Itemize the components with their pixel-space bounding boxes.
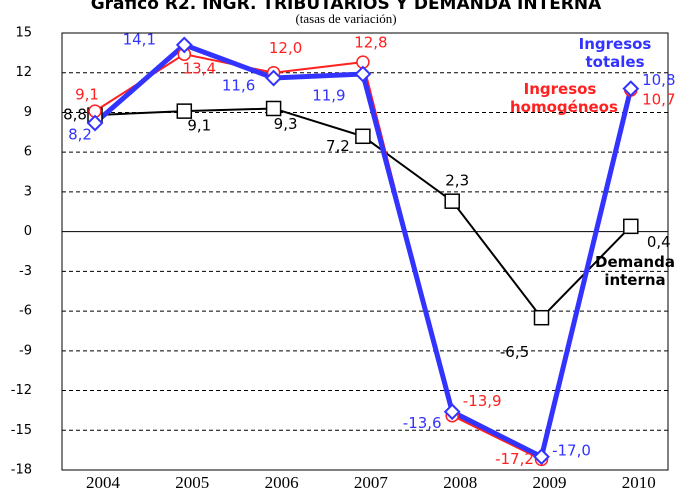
- x-tick-label: 2008: [443, 473, 477, 492]
- x-tick-label: 2006: [265, 473, 299, 492]
- data-label: 13,4: [183, 60, 216, 78]
- data-label: 11,9: [312, 87, 345, 105]
- chart-title: Gráfico R2. INGR. TRIBUTARIOS Y DEMANDA …: [91, 0, 602, 14]
- point: [175, 36, 193, 54]
- series-label: Ingresos totales: [578, 35, 652, 71]
- point: [265, 100, 282, 117]
- y-tick-label: 15: [15, 26, 32, 41]
- data-label: 10,7: [642, 90, 675, 108]
- data-label: -6,5: [500, 343, 529, 361]
- data-label: 8,8: [63, 106, 87, 124]
- data-label: 9,3: [274, 115, 298, 133]
- point: [623, 218, 639, 235]
- y-tick-label: -3: [19, 264, 32, 279]
- point: [354, 65, 372, 83]
- point: [265, 69, 283, 87]
- point: [533, 309, 550, 326]
- data-label: 9,1: [187, 117, 211, 135]
- x-tick-label: 2004: [86, 473, 121, 492]
- data-label: 0,4: [647, 233, 671, 251]
- data-label: 12,0: [269, 39, 302, 57]
- point: [443, 403, 461, 421]
- data-label: 14,1: [123, 30, 156, 48]
- point: [533, 448, 550, 466]
- series-label: Demanda interna: [595, 253, 675, 289]
- x-tick-label: 2005: [175, 473, 209, 492]
- data-label: 8,2: [68, 126, 92, 144]
- x-tick-label: 2007: [354, 473, 389, 492]
- point: [355, 128, 371, 145]
- y-tick-label: -15: [11, 423, 32, 438]
- point: [176, 103, 193, 119]
- point: [622, 80, 640, 98]
- data-label: -13,9: [463, 392, 502, 410]
- data-label: -17,0: [552, 441, 591, 459]
- x-tick-label: 2010: [622, 473, 656, 492]
- data-label: -13,6: [403, 414, 442, 432]
- y-tick-label: 0: [24, 224, 32, 239]
- chart-subtitle: (tasas de variación): [295, 11, 396, 26]
- y-tick-label: -6: [19, 304, 32, 319]
- data-label: 12,8: [354, 34, 387, 52]
- series-label: Ingresos homogéneos: [510, 80, 618, 116]
- y-tick-label: -12: [11, 383, 32, 398]
- data-label: 11,6: [222, 77, 255, 95]
- point: [86, 114, 104, 132]
- data-label: -17,2: [495, 450, 534, 468]
- y-tick-label: 6: [24, 145, 32, 160]
- y-tick-label: 3: [24, 184, 32, 199]
- data-label: 7,2: [326, 137, 350, 155]
- data-label: 10,8: [642, 71, 675, 89]
- data-label: 9,1: [75, 86, 99, 104]
- y-tick-label: 12: [15, 65, 32, 80]
- x-tick-label: 2009: [533, 473, 567, 492]
- y-tick-label: 9: [24, 105, 32, 120]
- y-tick-label: -9: [19, 343, 32, 358]
- y-tick-label: -18: [11, 463, 32, 478]
- point: [444, 193, 460, 209]
- data-label: 2,3: [445, 172, 469, 190]
